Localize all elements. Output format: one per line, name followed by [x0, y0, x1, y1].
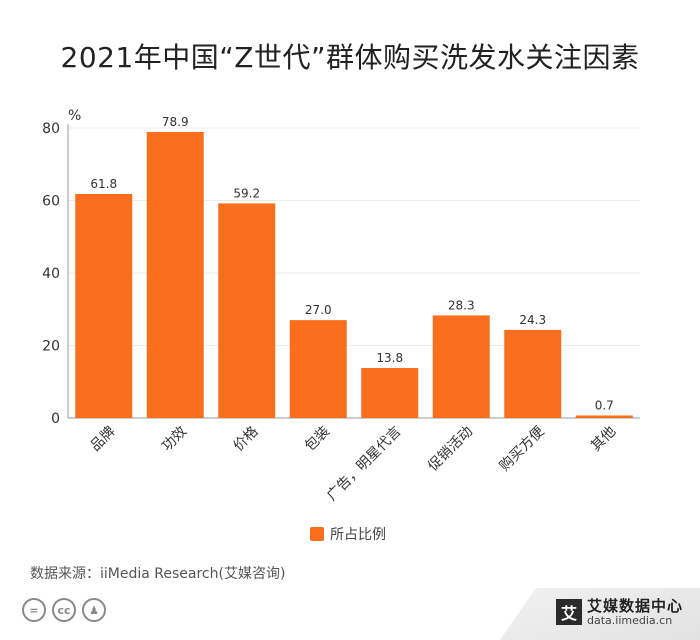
data-label: 27.0	[305, 303, 332, 317]
data-label: 78.9	[162, 115, 189, 129]
x-tick-label: 其他	[588, 424, 619, 455]
x-tick-label: 广告，明星代言	[324, 424, 405, 505]
data-label: 59.2	[233, 186, 260, 200]
cc-icon: cc	[52, 598, 76, 622]
bar-chart: 0 20 40 60 80% 61.8 品牌 78.9 功效 59.2 价格 27.0 包装 13.8 广告…	[42, 108, 640, 505]
legend-swatch	[310, 527, 324, 541]
bar	[289, 320, 347, 418]
data-label: 13.8	[376, 351, 403, 365]
y-tick-label: 0	[51, 411, 60, 427]
chart-title: 2021年中国“Z世代”群体购买洗发水关注因素	[60, 41, 640, 74]
source-note: 数据来源：iiMedia Research(艾媒咨询)	[30, 566, 286, 582]
bar	[146, 131, 204, 419]
y-tick-label: 80	[42, 121, 60, 137]
x-tick-label: 购买方便	[497, 424, 548, 475]
bar	[75, 193, 133, 418]
legend: 所占比例	[310, 524, 386, 544]
bar	[432, 315, 490, 418]
data-label: 0.7	[595, 398, 614, 412]
y-tick-label: 20	[42, 339, 60, 355]
brand-logo: 艾 艾媒数据中心 data.iimedia.cn	[556, 598, 683, 627]
legend-label: 所占比例	[330, 527, 386, 543]
license-icons: = cc ♟	[22, 598, 112, 622]
y-tick-label: 60	[42, 194, 60, 210]
logo-url: data.iimedia.cn	[587, 613, 673, 627]
y-axis-label: %	[68, 108, 81, 124]
data-label: 61.8	[90, 177, 117, 191]
x-tick-label: 功效	[159, 424, 190, 455]
y-tick-label: 40	[42, 266, 60, 282]
x-tick-label: 包装	[302, 424, 333, 455]
data-label: 24.3	[519, 313, 546, 327]
logo-mark-icon: 艾	[556, 599, 582, 626]
bar	[218, 203, 276, 418]
bar	[361, 367, 419, 418]
x-tick-label: 价格	[230, 424, 261, 455]
x-tick-label: 促销活动	[425, 424, 476, 475]
logo-background	[500, 588, 700, 640]
logo-name: 艾媒数据中心	[587, 597, 684, 615]
data-label: 28.3	[448, 298, 475, 312]
x-tick-label: 品牌	[87, 423, 119, 455]
equals-icon: =	[22, 598, 46, 622]
person-icon: ♟	[82, 598, 106, 622]
bar	[504, 329, 562, 418]
bar	[575, 415, 633, 418]
